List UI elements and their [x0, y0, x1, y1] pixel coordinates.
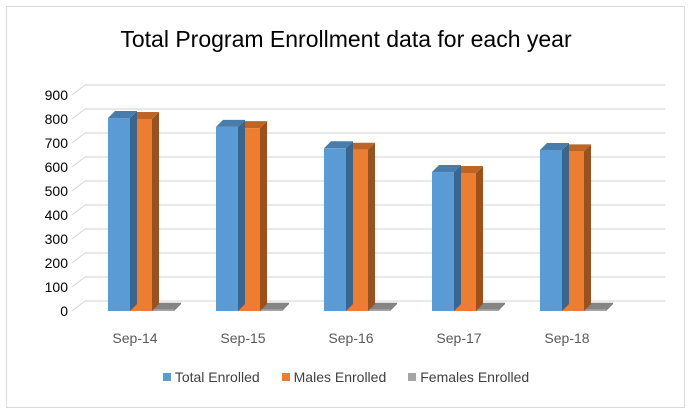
y-tick-label: 600	[45, 159, 69, 175]
y-tick-label: 500	[45, 183, 69, 199]
bar-females-enrolled	[584, 309, 606, 311]
legend-label: Females Enrolled	[420, 369, 530, 385]
bar-total-enrolled	[324, 148, 346, 311]
x-tick-label: Sep-18	[544, 330, 589, 346]
gridline-depth	[71, 156, 86, 168]
gridline-depth	[71, 132, 86, 144]
gridline-depth	[71, 228, 86, 240]
bar-side	[152, 112, 159, 311]
bar-side	[346, 141, 353, 311]
bar-side	[174, 302, 181, 311]
bar-side	[584, 144, 591, 311]
bar-total-enrolled	[432, 172, 454, 311]
bar-total-enrolled	[216, 126, 238, 311]
bar-top	[152, 302, 181, 310]
bar-side	[606, 302, 613, 311]
legend-label: Total Enrolled	[174, 369, 260, 385]
x-tick-label: Sep-14	[112, 330, 157, 346]
bar-side	[498, 302, 505, 311]
x-tick-label: Sep-17	[436, 330, 481, 346]
bar-side	[238, 119, 245, 311]
y-tick-label: 300	[45, 231, 69, 247]
gridline-depth	[71, 108, 86, 120]
bar-females-enrolled	[368, 309, 390, 311]
legend: Total Enrolled Males Enrolled Females Enro…	[0, 369, 692, 385]
bar-top	[476, 302, 505, 310]
y-tick-label: 400	[45, 207, 69, 223]
bar-top	[130, 112, 159, 119]
gridline-depth	[71, 84, 86, 96]
legend-item: Females Enrolled	[408, 369, 529, 385]
bar-top	[562, 144, 591, 152]
bar-females-enrolled	[152, 309, 174, 311]
bar-side	[390, 302, 397, 311]
gridline-depth	[71, 300, 86, 312]
x-tick-label: Sep-15	[220, 330, 265, 346]
bar-top	[238, 121, 267, 129]
x-tick-label: Sep-16	[328, 330, 373, 346]
bar-top	[584, 302, 613, 310]
y-tick-label: 100	[45, 279, 69, 295]
bar-top	[540, 142, 569, 150]
bar-top	[260, 302, 289, 310]
bar-total-enrolled	[108, 118, 130, 311]
bar-females-enrolled	[260, 309, 282, 311]
bar-side	[368, 142, 375, 311]
bar-top	[108, 111, 137, 119]
bar-side	[562, 142, 569, 311]
bar-top	[216, 119, 245, 127]
bar-side	[130, 111, 137, 311]
y-tick-label: 900	[45, 87, 69, 103]
bar-total-enrolled	[540, 149, 562, 311]
bar-top	[432, 165, 461, 173]
bar-top	[324, 141, 353, 149]
bar-top	[346, 142, 375, 150]
gridline-depth	[71, 180, 86, 192]
gridline-depth	[71, 204, 86, 216]
bar-side	[476, 166, 483, 311]
legend-swatch	[408, 373, 417, 381]
chart-title: Total Program Enrollment data for each y…	[120, 26, 572, 52]
bar-side	[260, 121, 267, 312]
legend-item: Males Enrolled	[281, 369, 387, 385]
y-tick-label: 800	[45, 111, 69, 127]
y-tick-label: 0	[60, 303, 68, 319]
gridline-depth	[71, 276, 86, 288]
bar-side	[454, 165, 461, 311]
bar-top	[368, 302, 397, 310]
y-tick-label: 700	[45, 135, 69, 151]
legend-swatch	[281, 373, 290, 381]
y-tick-label: 200	[45, 255, 69, 271]
bar-females-enrolled	[476, 309, 498, 311]
gridline-depth	[71, 252, 86, 264]
legend-item: Total Enrolled	[162, 369, 260, 385]
bar-side	[282, 302, 289, 311]
legend-label: Males Enrolled	[293, 369, 387, 385]
legend-swatch	[162, 373, 171, 381]
bar-top	[454, 166, 483, 173]
chart-frame	[6, 6, 685, 408]
